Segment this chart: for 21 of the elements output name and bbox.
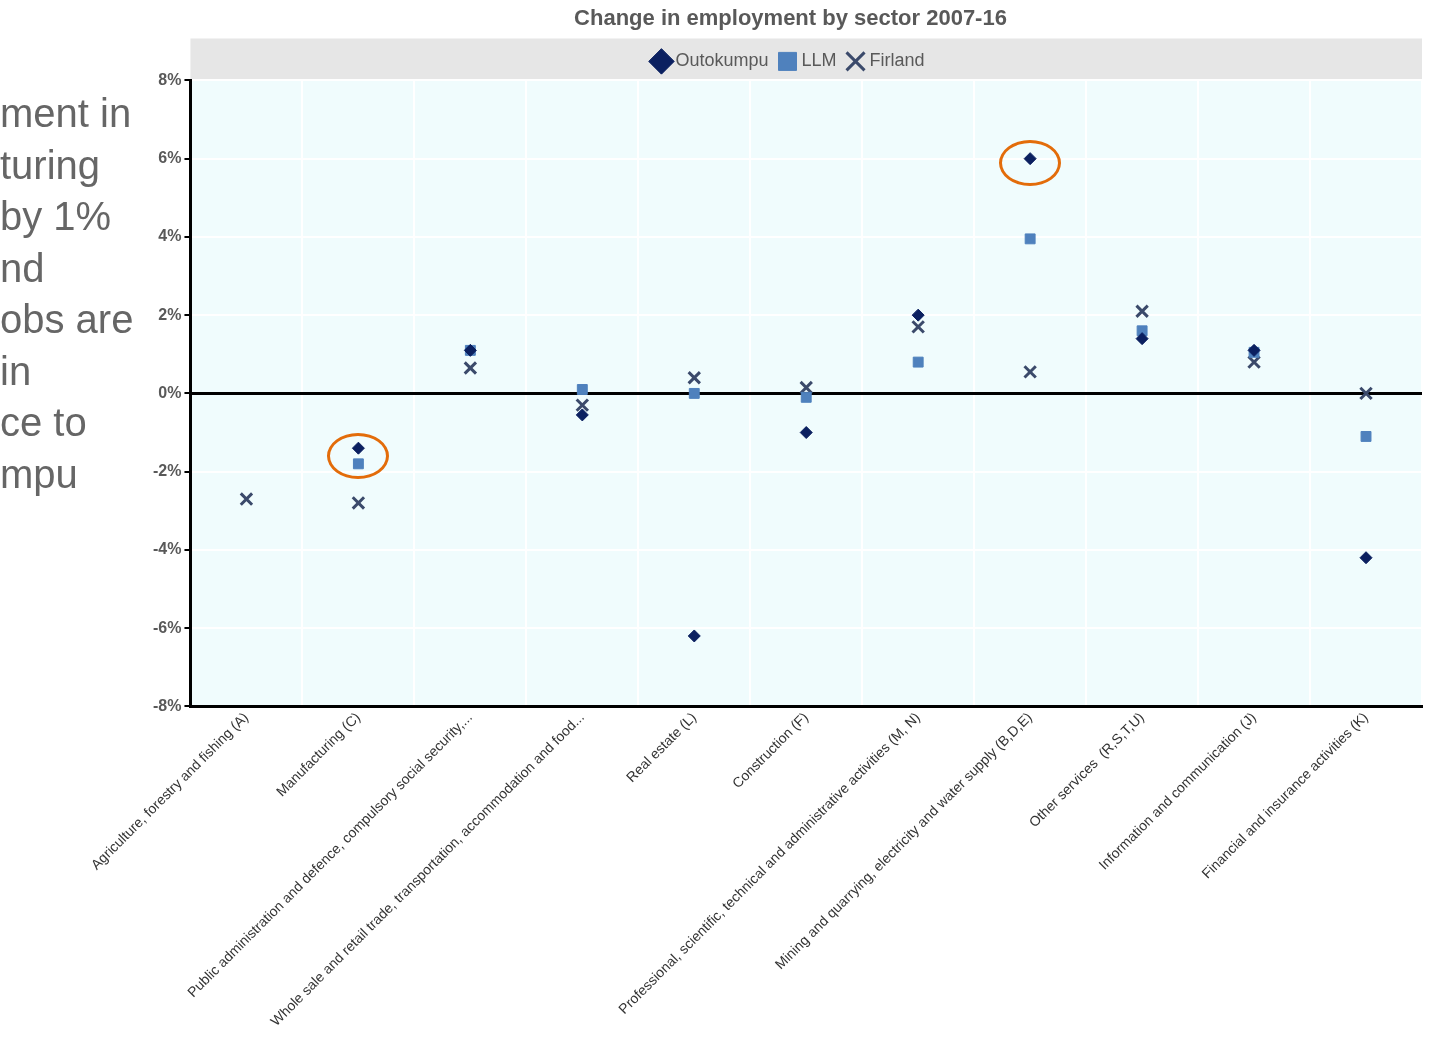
y-tick-label: -8% bbox=[153, 696, 182, 714]
y-tick-label: -2% bbox=[153, 462, 182, 480]
text: nd bbox=[0, 244, 46, 292]
text: obs are bbox=[0, 296, 134, 343]
y-tick-label: 2% bbox=[158, 305, 182, 323]
legend-label: Firland bbox=[869, 50, 925, 71]
y-tick-label: -4% bbox=[153, 540, 182, 558]
text: ment in bbox=[0, 90, 133, 137]
text: turing bbox=[0, 141, 102, 189]
chart-title: Change in employment by sector 2007-16 bbox=[574, 5, 1007, 31]
text: by 1% bbox=[0, 193, 113, 240]
y-tick-label: 4% bbox=[158, 227, 182, 245]
text: mpu bbox=[0, 450, 79, 498]
legend-label: LLM bbox=[801, 50, 837, 71]
y-tick-label: 0% bbox=[158, 383, 182, 401]
legend-label: Outokumpu bbox=[675, 50, 769, 71]
text: ce to bbox=[0, 399, 88, 446]
y-tick-label: 6% bbox=[158, 149, 182, 167]
y-tick-label: 8% bbox=[158, 70, 182, 88]
y-tick-label: -6% bbox=[153, 618, 182, 636]
text: in bbox=[0, 347, 33, 395]
